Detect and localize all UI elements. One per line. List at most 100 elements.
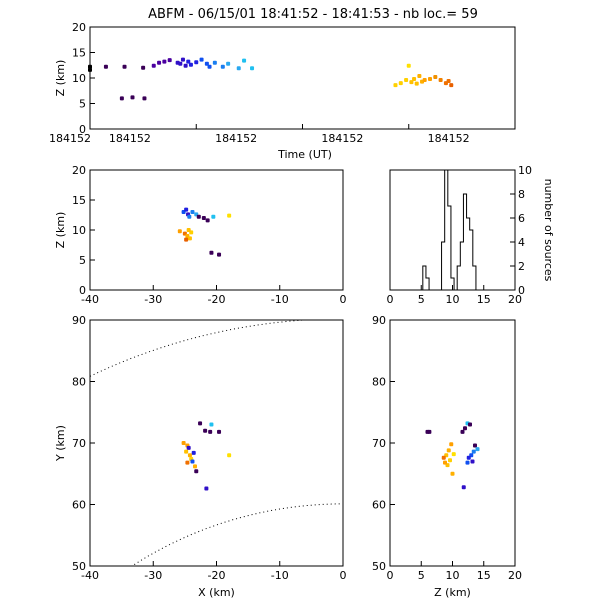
timeline-xtick-label: 184152	[109, 132, 151, 145]
zy-point	[463, 426, 467, 431]
timeline-point	[422, 78, 427, 83]
timeline-point	[194, 60, 199, 65]
figure-title: ABFM - 06/15/01 18:41:52 - 18:41:53 - nb…	[148, 7, 478, 22]
xy-point	[204, 486, 209, 491]
xz-ytick-label: 10	[72, 224, 86, 237]
timeline-ytick-label: 5	[79, 98, 86, 111]
xz-xtick-label: -40	[81, 293, 99, 306]
zy-panel: 50 60 70 80 90 0 5 10 15 20 Z (km)	[372, 314, 522, 599]
zy-point	[443, 460, 447, 465]
xz-point	[201, 216, 206, 220]
timeline-point	[207, 64, 212, 69]
xz-point	[205, 218, 210, 223]
xy-point	[181, 441, 186, 445]
xz-point	[187, 214, 192, 219]
timeline-point	[204, 61, 209, 66]
zy-point	[449, 442, 454, 447]
z-histogram-ylabel: number of sources	[542, 179, 555, 282]
z-histogram-xtick-label: 20	[508, 293, 522, 306]
xy-ylabel: Y (km)	[54, 425, 67, 462]
zy-point	[465, 460, 470, 465]
xy-ytick-label: 60	[72, 499, 86, 512]
xz-xtick-label: -20	[208, 293, 226, 306]
xy-ytick-label: 70	[72, 437, 86, 450]
z-histogram-ytick-label: 0	[518, 284, 525, 297]
zy-point	[460, 429, 465, 434]
timeline-ytick-label: 0	[79, 123, 86, 136]
zy-xlabel: Z (km)	[434, 586, 471, 599]
range-arc-inner	[134, 503, 343, 566]
z-histogram-xtick-label: 10	[446, 293, 460, 306]
xz-xtick-label: -10	[271, 293, 289, 306]
timeline-point	[236, 66, 241, 71]
z-histogram-frame	[389, 169, 516, 291]
timeline-point	[130, 95, 135, 100]
timeline-point	[88, 64, 92, 69]
xy-point	[185, 460, 190, 465]
zy-xtick-label: 0	[387, 569, 394, 582]
xy-point	[187, 453, 192, 458]
xy-point	[186, 445, 191, 450]
xy-xtick-label: -20	[208, 569, 226, 582]
xy-point	[208, 429, 213, 434]
timeline-ylabel: Z (km)	[54, 60, 67, 97]
z-histogram-ytick-label: 4	[518, 236, 525, 249]
xy-panel: 50 60 70 80 90 -40 -30 -20 -10 0 Y (km) X (km)	[54, 314, 347, 599]
zy-xtick-label: 10	[446, 569, 460, 582]
timeline-point	[183, 63, 188, 68]
timeline-point	[178, 61, 183, 66]
zy-ytick-label: 90	[372, 314, 386, 327]
timeline-point	[242, 58, 247, 63]
xy-point	[198, 421, 203, 426]
xz-point	[184, 237, 189, 242]
timeline-point	[250, 66, 255, 71]
zy-point	[466, 455, 471, 460]
zy-ytick-label: 50	[372, 560, 386, 573]
xz-point	[187, 236, 192, 241]
xy-point	[192, 464, 197, 469]
xy-point	[190, 459, 195, 464]
zy-ytick-label: 80	[372, 376, 386, 389]
xy-xtick-label: 0	[340, 569, 347, 582]
xz-point	[196, 214, 201, 219]
timeline-ytick-label: 10	[72, 72, 86, 85]
timeline-point	[186, 59, 191, 64]
z-histogram-xtick-label: 15	[477, 293, 491, 306]
timeline-point	[220, 64, 225, 69]
timeline-point	[162, 59, 167, 64]
zy-point	[468, 422, 472, 427]
timeline-frame	[89, 26, 516, 130]
timeline-point	[406, 63, 411, 68]
timeline-ytick-label: 15	[72, 47, 86, 60]
z-histogram-ytick-label: 2	[518, 260, 525, 273]
xz-xtick-label: -30	[144, 293, 162, 306]
timeline-point	[412, 77, 417, 82]
xy-point	[203, 428, 208, 433]
timeline-point	[103, 64, 108, 69]
timeline-point	[212, 60, 217, 65]
z-histogram-ytick-label: 10	[518, 164, 532, 177]
xz-point	[186, 228, 191, 232]
xy-xlabel: X (km)	[198, 586, 235, 599]
timeline-point	[157, 60, 162, 65]
zy-point	[461, 485, 466, 490]
timeline-xtick-label: 184152	[49, 132, 91, 145]
zy-point	[450, 471, 455, 476]
timeline-point	[449, 83, 454, 88]
timeline-point	[393, 83, 398, 88]
z-histogram-xtick-label: 0	[387, 293, 394, 306]
xy-point	[184, 449, 189, 454]
xy-point	[194, 469, 199, 474]
timeline-point	[122, 64, 127, 69]
zy-xtick-label: 5	[418, 569, 425, 582]
z-histogram-ytick-label: 8	[518, 188, 525, 201]
timeline-point	[199, 57, 204, 62]
zy-point	[448, 458, 452, 463]
xz-ytick-label: 5	[79, 254, 86, 267]
xz-point	[184, 207, 189, 212]
timeline-panel: 0 5 10 15 20 184152 184152 184152 184152 184152 Z …	[49, 21, 516, 161]
xy-xtick-label: -10	[271, 569, 289, 582]
